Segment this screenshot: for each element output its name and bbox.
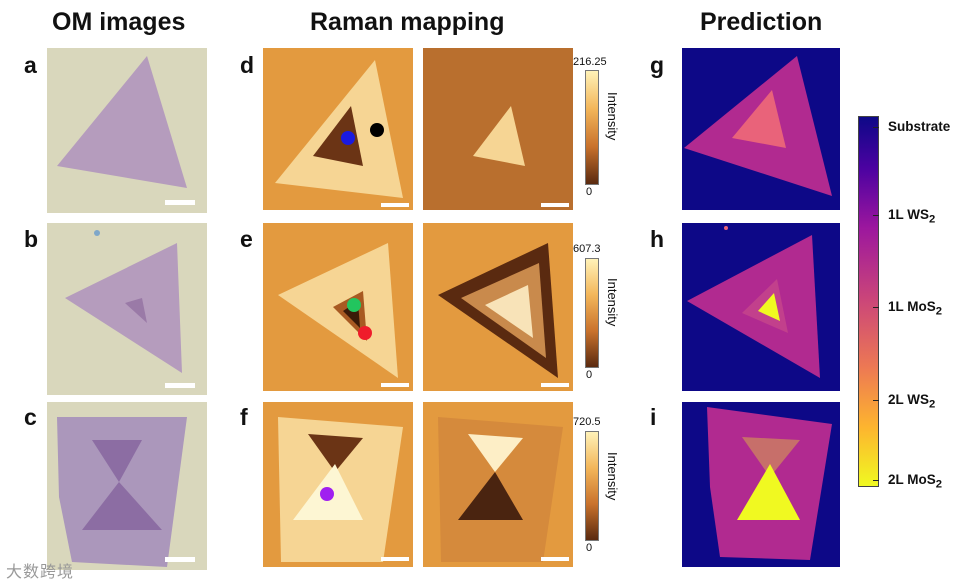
colorbar-min-row1: 0 xyxy=(586,186,593,198)
scale-bar xyxy=(541,557,569,561)
raman-map-f-right xyxy=(423,402,573,567)
prediction-map-i xyxy=(682,402,840,567)
watermark-text: 大数跨境 xyxy=(6,564,75,581)
panel-label-i: i xyxy=(650,404,657,430)
prediction-legend-colorbar xyxy=(858,116,879,487)
intensity-colorbar-row3 xyxy=(585,431,599,541)
scale-bar xyxy=(165,383,195,388)
raman-map-d-right xyxy=(423,48,573,210)
raman-map-f-left xyxy=(263,402,413,567)
intensity-colorbar-row2 xyxy=(585,258,599,368)
panel-label-h: h xyxy=(650,226,665,252)
om-image-c xyxy=(47,402,207,570)
om-images-header: OM images xyxy=(52,8,186,36)
prediction-map-g xyxy=(682,48,840,210)
panel-label-f: f xyxy=(240,404,248,430)
legend-2l-mos2: 2L MoS2 xyxy=(888,472,943,491)
panel-label-b: b xyxy=(24,226,39,252)
legend-1l-mos2: 1L MoS2 xyxy=(888,299,943,318)
raman-mapping-header: Raman mapping xyxy=(310,8,505,36)
colorbar-min-row2: 0 xyxy=(586,369,593,381)
colorbar-min-row3: 0 xyxy=(586,542,593,554)
om-image-b xyxy=(47,223,207,395)
panel-label-d: d xyxy=(240,52,255,78)
scale-bar xyxy=(165,200,195,205)
scale-bar xyxy=(381,383,409,387)
panel-label-g: g xyxy=(650,52,665,78)
scale-bar xyxy=(541,383,569,387)
intensity-colorbar-row1 xyxy=(585,70,599,185)
panel-label-e: e xyxy=(240,226,253,252)
scale-bar xyxy=(381,203,409,207)
prediction-map-h xyxy=(682,223,840,391)
panel-label-a: a xyxy=(24,52,37,78)
colorbar-max-row2: 607.3 xyxy=(573,243,601,255)
raman-map-e-right xyxy=(423,223,573,391)
black-marker xyxy=(370,123,384,137)
colorbar-title-row2: Intensity xyxy=(605,278,620,327)
scale-bar xyxy=(165,557,195,562)
colorbar-max-row3: 720.5 xyxy=(573,416,601,428)
green-marker xyxy=(347,298,361,312)
raman-map-d-left xyxy=(263,48,413,210)
colorbar-title-row1: Intensity xyxy=(605,92,620,141)
red-marker xyxy=(358,326,372,340)
raman-map-e-left xyxy=(263,223,413,391)
om-image-a xyxy=(47,48,207,213)
prediction-header: Prediction xyxy=(700,8,823,36)
scale-bar xyxy=(541,203,569,207)
scale-bar xyxy=(381,557,409,561)
panel-label-c: c xyxy=(24,404,37,430)
legend-1l-ws2: 1L WS2 xyxy=(888,207,936,226)
colorbar-max-row1: 216.25 xyxy=(573,56,607,68)
blue-marker xyxy=(341,131,355,145)
legend-2l-ws2: 2L WS2 xyxy=(888,392,936,411)
colorbar-title-row3: Intensity xyxy=(605,452,620,501)
legend-substrate: Substrate xyxy=(888,119,951,134)
purple-marker xyxy=(320,487,334,501)
